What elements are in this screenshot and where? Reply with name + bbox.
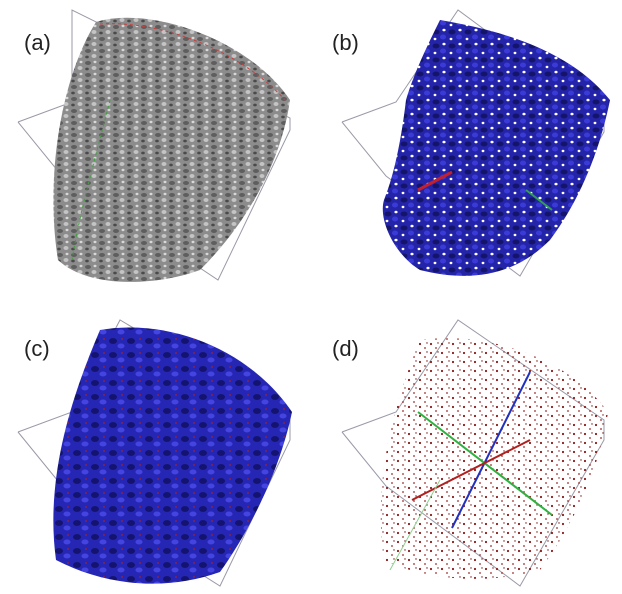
panel-label: (c) [24,336,50,361]
panel-label: (b) [332,30,359,55]
sample-volume [383,20,610,276]
figure: (a) (b) (c) (d) [0,0,622,594]
sample-volume [53,328,292,584]
panel-label: (a) [24,30,51,55]
panel-b: (b) [332,10,610,276]
panel-a: (a) [18,10,290,282]
sample-volume [53,18,290,282]
figure-canvas: (a) (b) (c) (d) [0,0,622,594]
panel-label: (d) [332,336,359,361]
panel-d: (d) [332,320,608,586]
panel-c: (c) [18,320,292,586]
